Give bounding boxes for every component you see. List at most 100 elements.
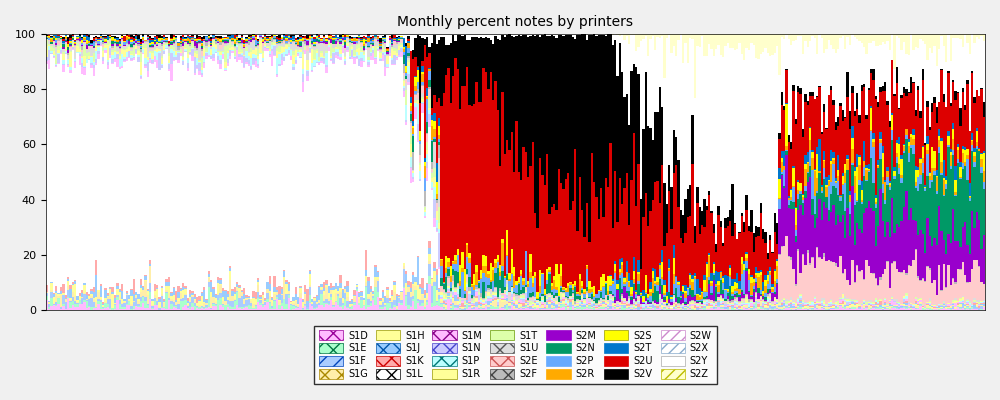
Bar — [72, 47, 74, 50]
Bar — [799, 309, 802, 310]
Bar — [196, 308, 198, 310]
Bar — [196, 48, 198, 50]
Bar — [440, 295, 443, 297]
Bar — [356, 291, 358, 310]
Bar — [210, 49, 212, 54]
Bar — [264, 302, 266, 305]
Bar — [187, 303, 189, 305]
Bar — [149, 59, 151, 63]
Bar — [623, 188, 626, 276]
Bar — [187, 44, 189, 54]
Bar — [412, 298, 414, 301]
Bar — [318, 39, 320, 40]
Bar — [65, 36, 67, 37]
Bar — [306, 76, 309, 81]
Bar — [433, 262, 436, 268]
Bar — [774, 308, 776, 309]
Bar — [123, 46, 126, 47]
Bar — [391, 64, 393, 65]
Bar — [699, 207, 701, 234]
Bar — [490, 289, 492, 291]
Bar — [332, 38, 335, 39]
Bar — [433, 186, 436, 199]
Bar — [407, 309, 410, 310]
Bar — [140, 42, 142, 44]
Bar — [727, 217, 729, 226]
Bar — [908, 220, 910, 265]
Bar — [318, 57, 320, 61]
Bar — [468, 303, 471, 304]
Bar — [940, 138, 943, 141]
Bar — [382, 40, 384, 41]
Bar — [212, 303, 215, 304]
Bar — [828, 186, 830, 210]
Bar — [511, 274, 513, 286]
Bar — [703, 297, 706, 299]
Bar — [602, 302, 605, 304]
Bar — [614, 264, 616, 271]
Bar — [609, 296, 612, 298]
Bar — [731, 305, 734, 306]
Bar — [830, 194, 832, 212]
Bar — [835, 307, 837, 308]
Bar — [471, 37, 473, 106]
Bar — [325, 299, 328, 304]
Bar — [379, 309, 382, 310]
Bar — [814, 299, 816, 300]
Bar — [231, 53, 234, 289]
Bar — [546, 294, 548, 296]
Bar — [912, 260, 915, 304]
Bar — [814, 297, 816, 298]
Bar — [807, 152, 809, 162]
Bar — [529, 293, 532, 296]
Bar — [769, 275, 771, 289]
Bar — [161, 39, 163, 40]
Bar — [600, 35, 602, 188]
Bar — [191, 295, 194, 296]
Bar — [971, 71, 973, 73]
Bar — [696, 305, 699, 306]
Bar — [468, 302, 471, 303]
Bar — [976, 302, 978, 303]
Bar — [593, 303, 595, 304]
Bar — [330, 61, 332, 284]
Bar — [729, 302, 731, 303]
Bar — [736, 291, 738, 293]
Bar — [964, 306, 966, 308]
Bar — [581, 34, 583, 210]
Bar — [821, 132, 823, 134]
Bar — [142, 296, 144, 297]
Bar — [151, 306, 154, 308]
Bar — [311, 299, 313, 302]
Bar — [771, 185, 774, 225]
Bar — [945, 189, 947, 254]
Bar — [748, 50, 750, 159]
Bar — [436, 164, 438, 182]
Bar — [565, 307, 567, 310]
Bar — [649, 296, 652, 302]
Bar — [572, 299, 574, 300]
Bar — [281, 54, 283, 60]
Bar — [236, 291, 238, 292]
Bar — [856, 223, 858, 265]
Bar — [436, 199, 438, 200]
Bar — [814, 296, 816, 297]
Bar — [419, 162, 421, 164]
Bar — [691, 89, 694, 93]
Bar — [703, 199, 706, 227]
Bar — [640, 198, 642, 199]
Bar — [706, 185, 708, 206]
Bar — [62, 41, 65, 42]
Bar — [349, 41, 351, 42]
Bar — [525, 35, 527, 152]
Bar — [835, 130, 837, 178]
Bar — [680, 34, 682, 35]
Bar — [532, 304, 534, 306]
Bar — [569, 304, 572, 307]
Bar — [858, 180, 861, 185]
Bar — [952, 279, 954, 300]
Bar — [306, 38, 309, 39]
Bar — [158, 41, 161, 42]
Bar — [201, 44, 203, 46]
Bar — [708, 306, 710, 307]
